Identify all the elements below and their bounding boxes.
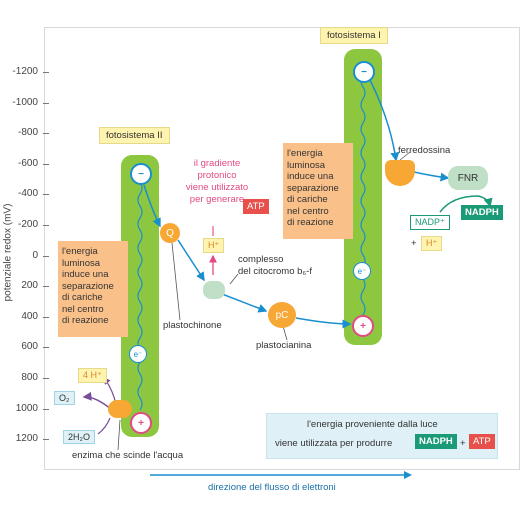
enzyme-label: enzima che scinde l'acqua <box>72 450 184 461</box>
y-tick-label: -800 <box>17 127 38 138</box>
y-tick-mark <box>43 256 49 257</box>
y-tick-label: 1000 <box>15 403 38 414</box>
y-tick-mark <box>43 286 49 287</box>
ps1-title: fotosistema I <box>320 27 388 44</box>
ps2-minus-node: − <box>130 163 152 185</box>
cytochrome-label: complesso del citocromo b₆-f <box>238 254 313 277</box>
y-tick-mark <box>43 317 49 318</box>
y-tick-label: 1200 <box>15 433 38 444</box>
plus-sign: + <box>411 238 417 249</box>
y-tick-label: 0 <box>32 250 38 261</box>
h-plus-box: H⁺ <box>203 238 225 253</box>
info-line-2: viene utilizzata per produrre <box>275 438 393 449</box>
y-tick-label: -1200 <box>12 66 38 77</box>
x-axis-label: direzione del flusso di elettroni <box>208 482 336 493</box>
h2o-box: 2H₂O <box>63 430 95 444</box>
info-line-1: l'energia proveniente dalla luce <box>307 419 438 430</box>
ps2-wave <box>137 169 143 411</box>
nadp-plus-box: NADP⁺ <box>410 215 450 230</box>
four-h-plus-box: 4 H⁺ <box>78 368 107 383</box>
y-tick-label: 800 <box>21 372 38 383</box>
y-tick-mark <box>43 347 49 348</box>
y-tick-mark <box>43 72 49 73</box>
atp-box-gradient: ATP <box>243 199 269 214</box>
ps1-light-energy-note: l'energia luminosa induce una separazione d… <box>283 143 353 239</box>
y-tick-label: 200 <box>21 280 38 291</box>
y-tick-mark <box>43 194 49 195</box>
y-tick-label: 600 <box>21 341 38 352</box>
info-plus: + <box>460 438 466 449</box>
pc-node: pC <box>268 302 296 328</box>
ps1-plus-node: + <box>352 315 374 337</box>
y-tick-mark <box>43 439 49 440</box>
info-nadph: NADPH <box>415 434 457 449</box>
y-tick-label: -200 <box>17 219 38 230</box>
y-tick-mark <box>43 164 49 165</box>
y-tick-mark <box>43 378 49 379</box>
info-atp: ATP <box>469 434 495 449</box>
y-tick-mark <box>43 133 49 134</box>
cytochrome-node <box>203 281 225 299</box>
fnr-node: FNR <box>448 166 488 190</box>
nadph-box: NADPH <box>461 205 503 220</box>
ps2-electron: e⁻ <box>129 345 147 363</box>
y-tick-label: -600 <box>17 158 38 169</box>
y-tick-label: 400 <box>21 311 38 322</box>
plastocianina-label: plastocianina <box>256 340 312 351</box>
ferredossina-label: ferredossina <box>398 145 451 156</box>
y-tick-mark <box>43 103 49 104</box>
gradient-text: il gradiente protonico viene utilizzato … <box>185 158 249 205</box>
y-tick-mark <box>43 409 49 410</box>
info-box: l'energia proveniente dalla luce viene u… <box>266 413 498 459</box>
ferredossina-node <box>385 160 415 186</box>
y-tick-label: -1000 <box>12 97 38 108</box>
y-tick-mark <box>43 225 49 226</box>
y-tick-label: -400 <box>17 188 38 199</box>
h-plus-box-2: H⁺ <box>421 236 443 251</box>
ps2-light-energy-note: l'energia luminosa induce una separazione d… <box>58 241 128 337</box>
ps2-plus-node: + <box>130 412 152 434</box>
q-node: Q <box>160 223 180 243</box>
ps1-minus-node: − <box>353 61 375 83</box>
ps2-title: fotosistema II <box>99 127 170 144</box>
ps1-electron: e⁻ <box>353 262 371 280</box>
plastochinone-label: plastochinone <box>163 320 222 331</box>
o2-box: O₂ <box>54 391 75 405</box>
enzyme-node <box>108 400 132 418</box>
